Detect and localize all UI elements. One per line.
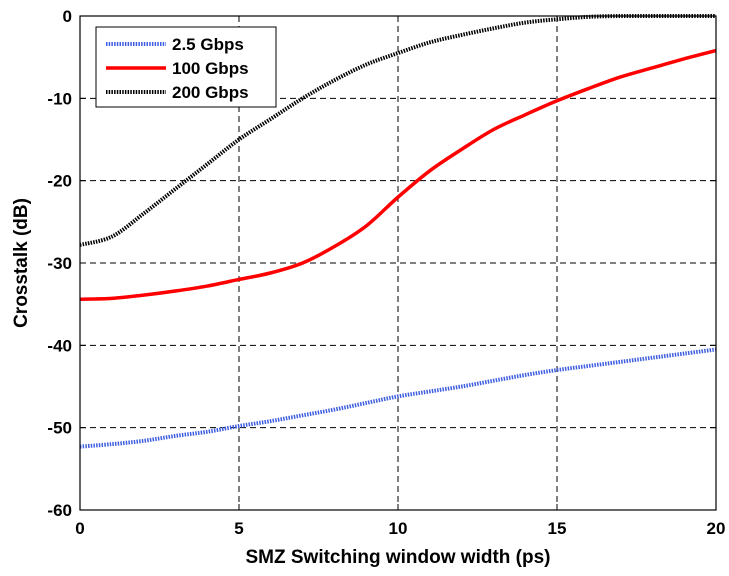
y-axis-label: Crosstalk (dB) — [11, 198, 32, 328]
x-tick-label: 10 — [389, 519, 408, 538]
x-tick-label: 20 — [707, 519, 726, 538]
x-tick-label: 5 — [234, 519, 243, 538]
legend: 2.5 Gbps 100 Gbps 200 Gbps — [95, 26, 277, 108]
y-tick-label: -30 — [47, 254, 72, 273]
y-tick-label: -50 — [47, 419, 72, 438]
y-tick-label: -10 — [47, 89, 72, 108]
y-tick-label: -20 — [47, 172, 72, 191]
y-tick-label: -60 — [47, 501, 72, 520]
y-tick-label: -40 — [47, 336, 72, 355]
x-tick-label: 15 — [548, 519, 567, 538]
series-line-2 — [79, 48, 717, 301]
legend-label: 100 Gbps — [172, 59, 249, 78]
series-line-1 — [79, 347, 717, 449]
x-axis-label: SMZ Switching window width (ps) — [245, 547, 550, 568]
x-tick-label: 0 — [75, 519, 84, 538]
legend-label: 2.5 Gbps — [172, 35, 244, 54]
y-tick-label: 0 — [63, 7, 72, 26]
legend-label: 200 Gbps — [172, 83, 249, 102]
axis-ticks: 0 5 10 15 20 0 -10 -20 -30 -40 -50 -60 — [47, 7, 725, 538]
